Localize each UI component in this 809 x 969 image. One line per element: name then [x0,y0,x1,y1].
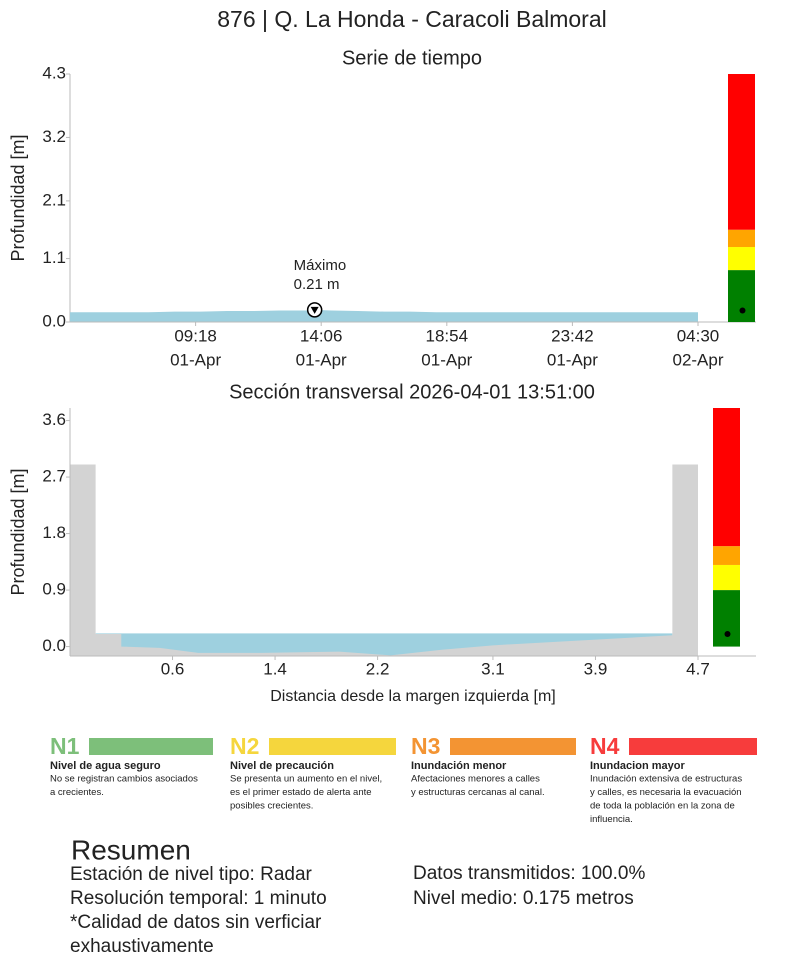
level-description: influencia. [590,814,633,825]
summary-line: Nivel medio: 0.175 metros [413,888,634,909]
y-tick-label: 2.7 [42,467,66,486]
x-tick-label: 02-Apr [672,350,723,369]
y-tick-label: 1.8 [42,523,66,542]
x-tick-label: 01-Apr [421,350,472,369]
level-description: Afectaciones menores a calles [411,774,540,785]
summary-line: Estación de nivel tipo: Radar [70,864,313,885]
annotation: 0.21 m [294,276,340,293]
x-tick-label: 3.1 [481,659,505,678]
chart-title: Sección transversal 2026-04-01 13:51:00 [229,381,595,403]
y-tick-label: 3.6 [42,410,66,429]
depth-area [70,309,698,322]
x-tick-label: 04:30 [677,326,720,345]
level-description: y estructuras cercanas al canal. [411,787,545,798]
level-name: Inundación menor [411,760,507,772]
level-color-bar [629,738,757,755]
x-tick-label: 18:54 [426,326,469,345]
level-code: N2 [230,733,259,759]
level-description: de toda la población en la zona de [590,801,735,812]
x-axis-label: Distancia desde la margen izquierda [m] [270,688,555,705]
summary-line: Resolución temporal: 1 minuto [70,888,327,909]
page-title: 876 | Q. La Honda - Caracoli Balmoral [217,6,607,32]
level-color-bar [450,738,576,755]
summary-line: *Calidad de datos sin verficiar [70,912,322,933]
x-tick-label: 23:42 [551,326,594,345]
y-tick-label: 0.0 [42,636,66,655]
level-description: Inundación extensiva de estructuras [590,774,742,785]
alert-level [713,564,740,591]
x-tick-label: 4.7 [686,659,710,678]
alert-level [728,247,755,271]
x-tick-label: 3.9 [584,659,608,678]
y-tick-label: 3.2 [42,127,66,146]
x-tick-label: 01-Apr [170,350,221,369]
level-description: a crecientes. [50,787,104,798]
summary-line: Datos transmitidos: 100.0% [413,863,645,884]
level-description: posibles crecientes. [230,801,313,812]
level-description: No se registran cambios asociados [50,774,198,785]
level-color-bar [89,738,213,755]
alert-level [728,229,755,248]
level-description: es el primer estado de alerta ante [230,787,372,798]
annotation: Máximo [294,257,347,274]
level-name: Nivel de agua seguro [50,760,161,772]
level-name: Inundacion mayor [590,760,685,772]
x-tick-label: 09:18 [174,326,217,345]
level-code: N4 [590,733,620,759]
x-tick-label: 14:06 [300,326,343,345]
chart-title: Serie de tiempo [342,47,482,69]
alert-level [728,270,755,322]
alert-level [713,590,740,647]
x-tick-label: 2.2 [366,659,390,678]
y-tick-label: 0.9 [42,580,66,599]
alert-level [713,546,740,565]
y-axis-label: Profundidad [m] [8,134,28,261]
level-code: N1 [50,733,80,759]
current-level [739,307,746,314]
summary-line: exhaustivamente [70,936,214,957]
summary-title: Resumen [71,834,191,865]
alert-level [713,408,740,547]
alert-level [728,74,755,230]
level-color-bar [269,738,396,755]
level-code: N3 [411,733,440,759]
level-name: Nivel de precaución [230,760,334,772]
x-tick-label: 1.4 [263,659,287,678]
y-tick-label: 1.1 [42,248,66,267]
max-marker-arrow [310,306,319,314]
level-description: Se presenta un aumento en el nivel, [230,774,382,785]
y-axis-label: Profundidad [m] [8,468,28,595]
x-tick-label: 01-Apr [296,350,347,369]
current-level [724,631,731,638]
level-description: y calles, es necesaria la evacuación [590,787,742,798]
x-tick-label: 01-Apr [547,350,598,369]
y-tick-label: 4.3 [42,63,66,82]
x-tick-label: 0.6 [161,659,185,678]
channel-bed [70,464,698,656]
y-tick-label: 0.0 [42,311,66,330]
y-tick-label: 2.1 [42,190,66,209]
